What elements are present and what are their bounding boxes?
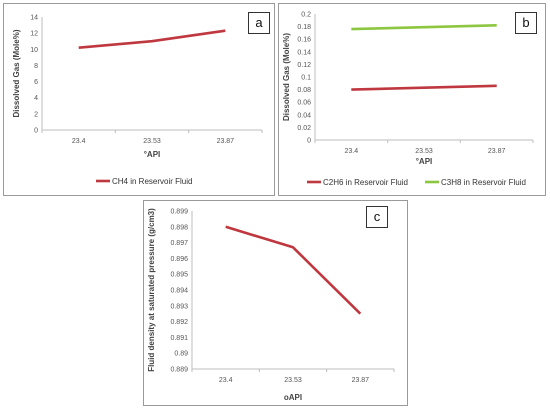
y-tick-label: 0.894	[170, 288, 188, 295]
y-axis-title: Dissolved Gas (Mole%)	[12, 29, 21, 117]
legend-label-2: C3H8 in Reservoir Fluid	[441, 178, 526, 187]
y-tick-label: 0.889	[170, 367, 188, 374]
series-line-1	[225, 225, 362, 315]
y-tick-label: 0.892	[170, 319, 188, 326]
y-tick-label: 0.897	[170, 240, 188, 247]
panel-label-c: c	[366, 206, 388, 228]
y-tick-label: 0.18	[297, 24, 311, 31]
y-tick-label: 0.12	[297, 62, 311, 69]
y-tick-label: 0.16	[297, 37, 311, 44]
x-tick-label: 23.53	[143, 138, 161, 145]
y-tick-label: 0.14	[297, 49, 311, 56]
x-tick-label: 23.53	[284, 377, 302, 384]
legend-label-1: C2H6 in Reservoir Fluid	[323, 178, 408, 187]
y-tick-label: 0.1	[301, 75, 311, 82]
y-tick-label: 0.89	[174, 351, 188, 358]
chart-a-svg: 0 2 4 6 8 10 12 14 23.4 23.53 23.87 Dissolved Gas (…	[12, 15, 263, 186]
x-tick-label: 23.4	[72, 138, 86, 145]
series-line-2	[351, 24, 497, 31]
chart-panel-a: 0 2 4 6 8 10 12 14 23.4 23.53 23.87 Dissolved Gas (…	[3, 3, 275, 196]
y-tick-label: 0.895	[170, 272, 188, 279]
y-tick-label: 0.04	[297, 112, 311, 119]
y-tick-label: 2	[34, 111, 38, 118]
chart-c-svg: 0.889 0.89 0.891 0.892 0.893 0.894 0.895 0.896 0…	[147, 208, 395, 402]
x-tick-label: 23.4	[219, 377, 233, 384]
y-tick-label: 0.02	[297, 125, 311, 132]
y-axis-title: Fluid density at saturated pressure (g/c…	[147, 208, 156, 372]
y-tick-label: 0	[307, 138, 311, 145]
y-tick-label: 14	[30, 15, 38, 22]
y-tick-label: 8	[34, 63, 38, 70]
chart-b-svg: 0 0.02 0.04 0.06 0.08 0.1 0.12 0.14 0.16 0.18 0.2 2…	[282, 12, 534, 187]
y-tick-label: 6	[34, 79, 38, 86]
y-axis-title: Dissolved Gas (Mole%)	[282, 33, 291, 121]
x-tick-label: 23.53	[415, 148, 433, 155]
y-tick-label: 0.896	[170, 256, 188, 263]
x-axis-title: °API	[144, 150, 161, 159]
panel-label-b: b	[515, 12, 537, 34]
x-tick-label: 23.87	[217, 138, 235, 145]
y-tick-label: 4	[34, 95, 38, 102]
chart-panel-c: 0.889 0.89 0.891 0.892 0.893 0.894 0.895 0.896 0…	[143, 200, 408, 406]
y-tick-label: 0.891	[170, 335, 188, 342]
y-tick-label: 10	[30, 47, 38, 54]
x-axis-title: °API	[416, 157, 433, 166]
y-tick-label: 0.2	[301, 12, 311, 19]
y-tick-label: 0.06	[297, 100, 311, 107]
series-line-1	[78, 29, 226, 49]
panel-label-a: a	[248, 12, 270, 34]
y-tick-label: 0.899	[170, 209, 188, 216]
legend-label-1: CH4 in Reservoir Fluid	[112, 177, 192, 186]
y-tick-label: 0.898	[170, 224, 188, 231]
x-axis-title: oAPI	[284, 393, 302, 402]
y-tick-label: 0.893	[170, 303, 188, 310]
x-tick-label: 23.4	[345, 148, 359, 155]
y-tick-label: 0.08	[297, 87, 311, 94]
x-tick-label: 23.87	[352, 377, 370, 384]
series-line-1	[351, 84, 497, 91]
y-tick-label: 12	[30, 31, 38, 38]
x-tick-label: 23.87	[488, 148, 506, 155]
y-tick-label: 0	[34, 128, 38, 135]
chart-panel-b: 0 0.02 0.04 0.06 0.08 0.1 0.12 0.14 0.16 0.18 0.2 2…	[278, 3, 546, 196]
